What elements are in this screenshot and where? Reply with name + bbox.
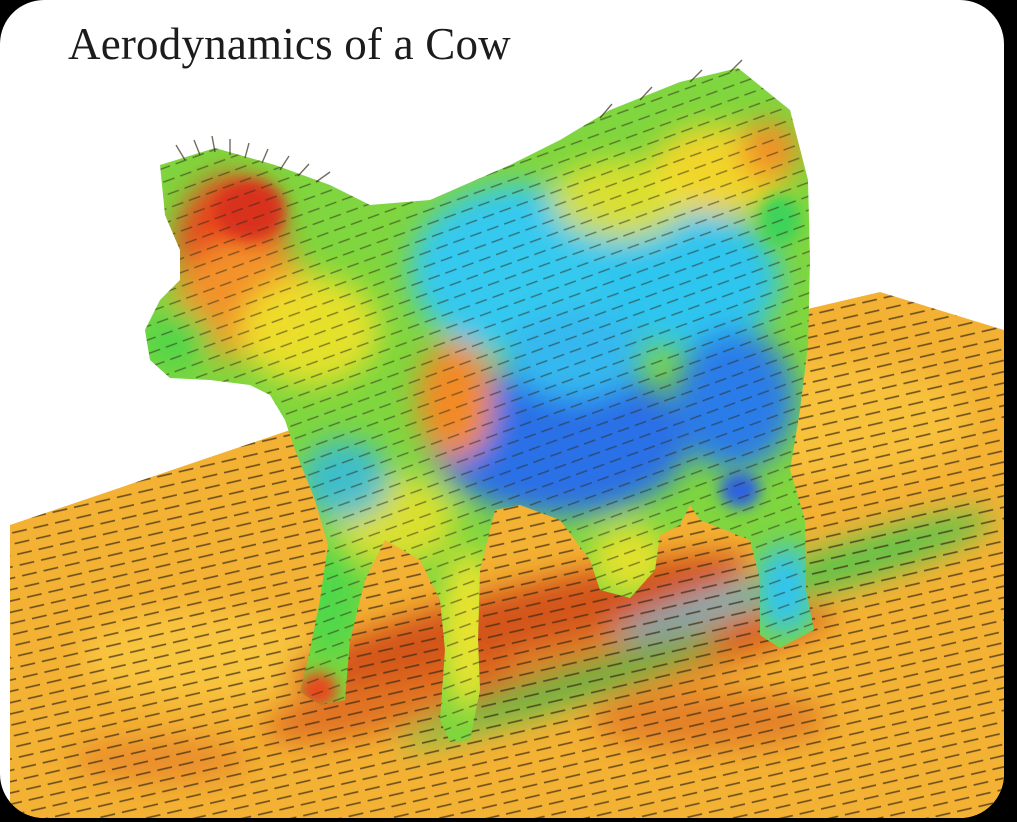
figure-title: Aerodynamics of a Cow (68, 19, 511, 69)
